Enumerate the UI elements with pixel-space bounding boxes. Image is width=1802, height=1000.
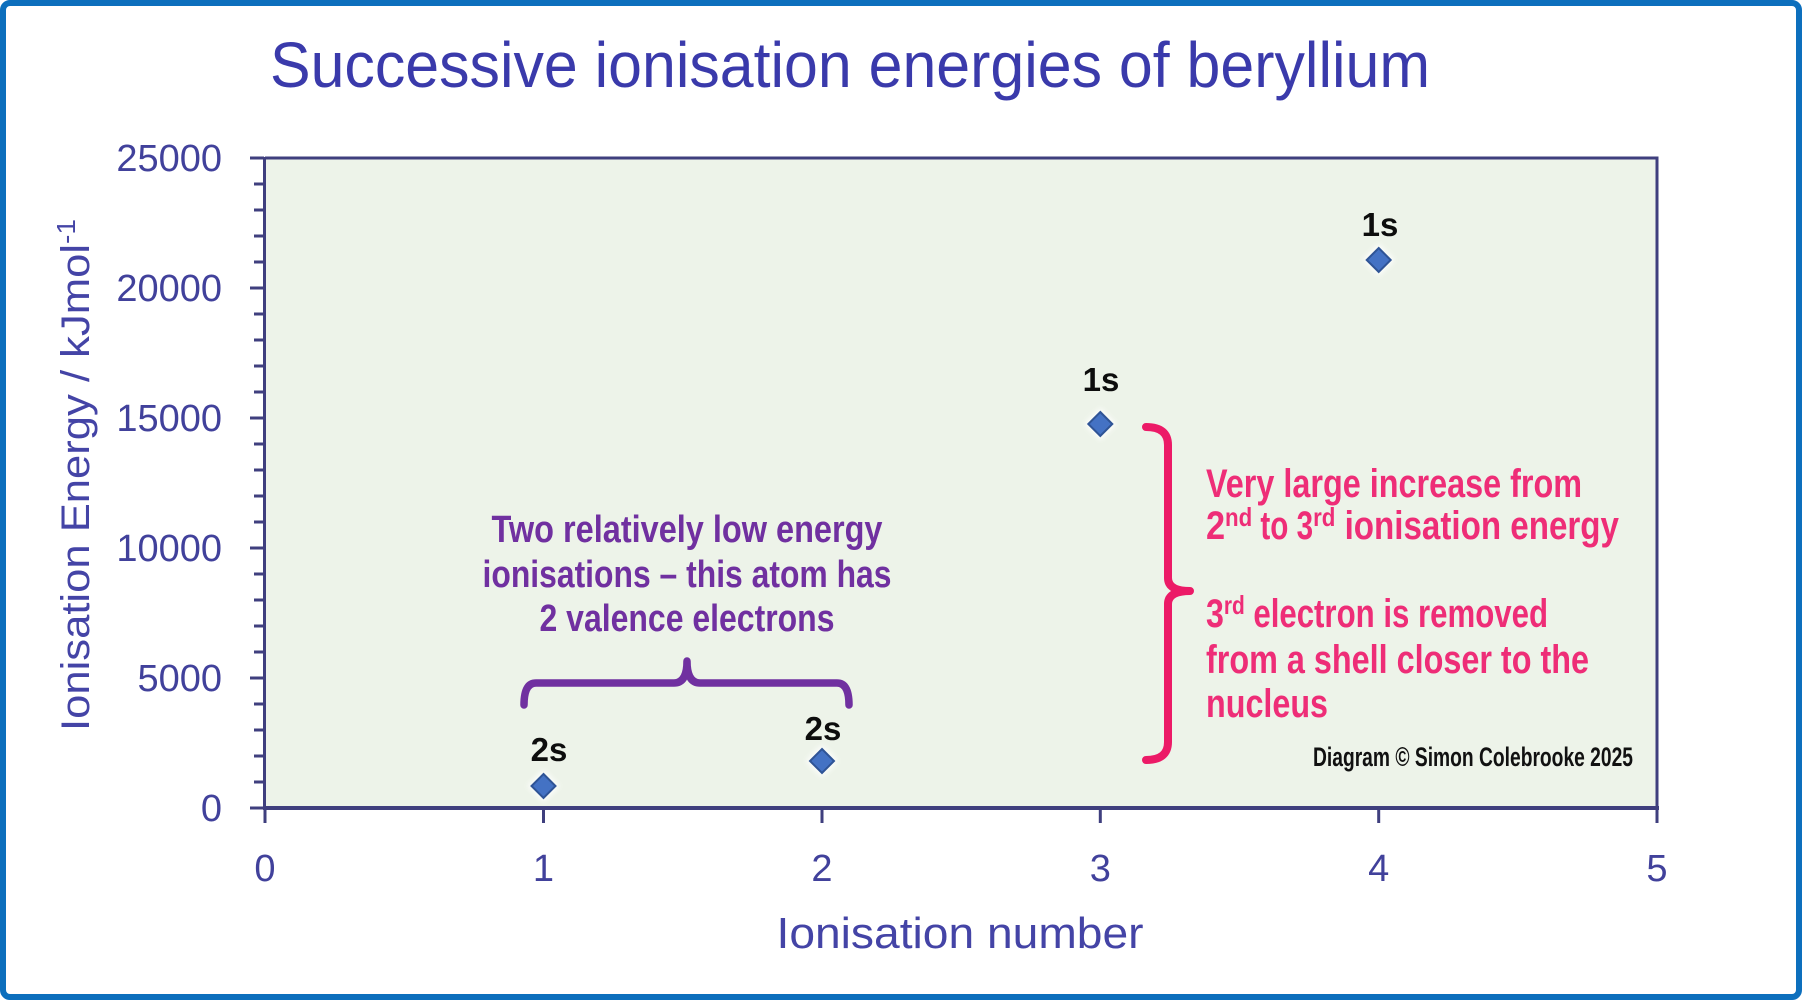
svg-text:3: 3 (1206, 592, 1224, 636)
svg-text:Very large increase from: Very large increase from (1206, 462, 1582, 506)
svg-text:5000: 5000 (137, 658, 222, 700)
svg-text:2: 2 (811, 848, 832, 890)
svg-text:electron is removed: electron is removed (1245, 592, 1548, 636)
svg-text:5: 5 (1646, 848, 1667, 890)
svg-text:ionisation energy: ionisation energy (1335, 504, 1619, 548)
svg-text:Ionisation Energy / kJmol: Ionisation Energy / kJmol (54, 244, 98, 731)
svg-text:nucleus: nucleus (1206, 682, 1328, 726)
svg-text:1s: 1s (1362, 206, 1399, 243)
svg-text:2s: 2s (805, 710, 842, 747)
svg-text:25000: 25000 (116, 138, 222, 180)
svg-text:10000: 10000 (116, 528, 222, 570)
svg-text:0: 0 (254, 848, 275, 890)
svg-text:-1: -1 (51, 219, 81, 244)
svg-text:Ionisation number: Ionisation number (777, 909, 1144, 958)
svg-text:1s: 1s (1083, 361, 1120, 398)
svg-text:Diagram © Simon Colebrooke 202: Diagram © Simon Colebrooke 2025 (1313, 742, 1633, 772)
svg-text:Two relatively low energy: Two relatively low energy (492, 509, 883, 551)
svg-text:from a shell closer to the: from a shell closer to the (1206, 638, 1589, 682)
svg-text:0: 0 (201, 788, 222, 830)
svg-text:2s: 2s (531, 731, 568, 768)
svg-text:15000: 15000 (116, 398, 222, 440)
svg-text:1: 1 (533, 848, 554, 890)
svg-text:nd: nd (1225, 502, 1252, 532)
svg-text:rd: rd (1313, 502, 1335, 532)
svg-text:2: 2 (1206, 504, 1225, 548)
svg-text:Successive ionisation energies: Successive ionisation energies of beryll… (270, 29, 1430, 101)
svg-text:20000: 20000 (116, 268, 222, 310)
svg-text:3: 3 (1090, 848, 1111, 890)
svg-text:ionisations – this atom has: ionisations – this atom has (483, 554, 892, 596)
svg-text:2 valence electrons: 2 valence electrons (540, 598, 835, 640)
svg-text:4: 4 (1368, 848, 1389, 890)
svg-text:to 3: to 3 (1252, 504, 1313, 548)
svg-text:rd: rd (1224, 590, 1245, 620)
